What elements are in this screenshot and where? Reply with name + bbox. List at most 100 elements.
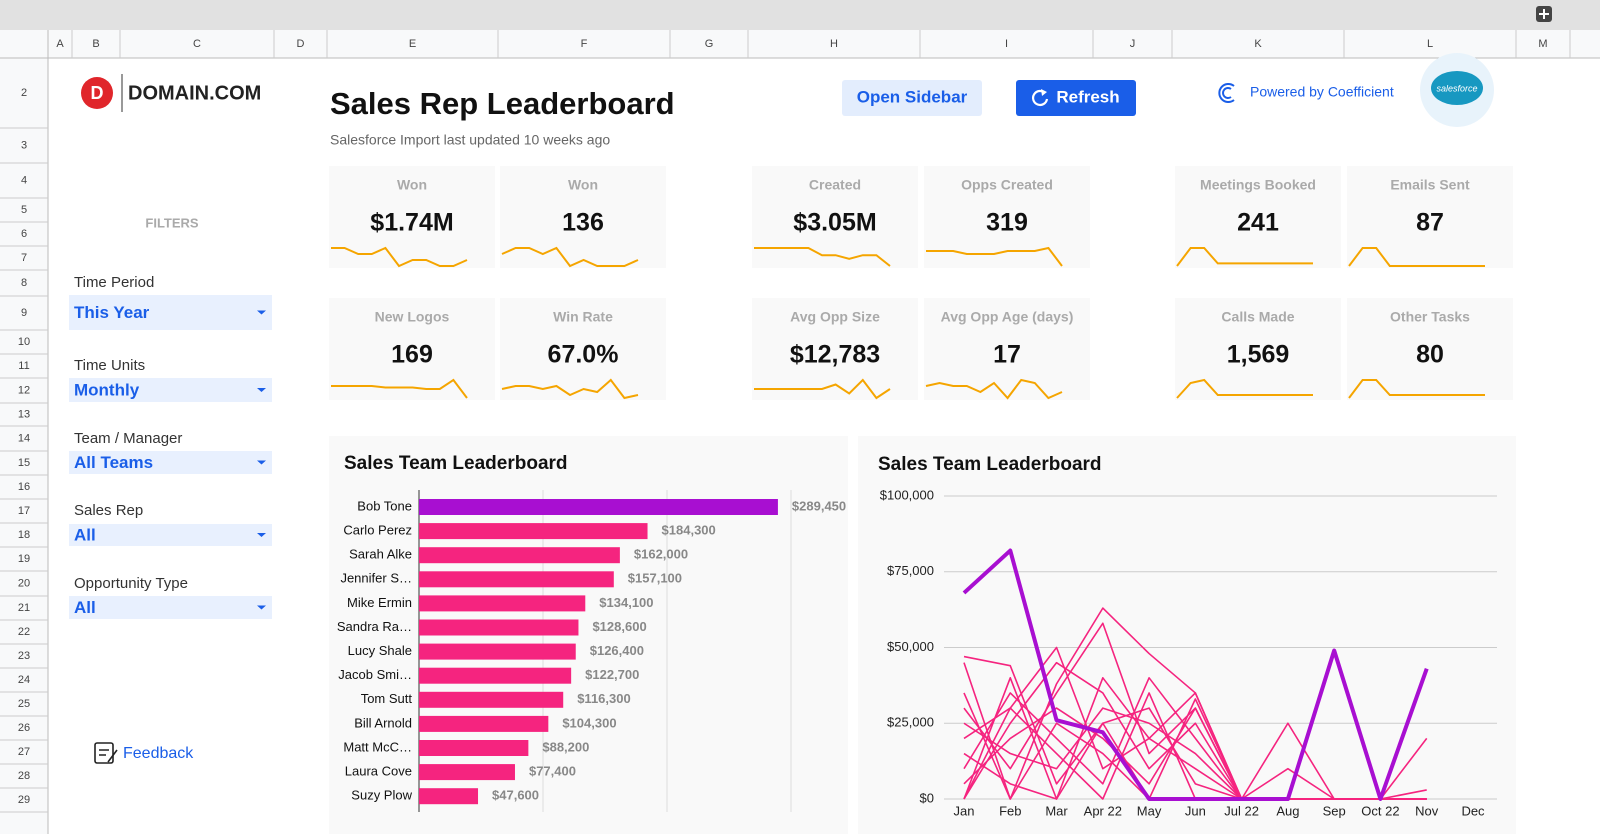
filter-dropdown[interactable]: All	[69, 524, 272, 546]
filter-value: This Year	[74, 303, 150, 322]
filter-dropdown[interactable]: All Teams	[69, 451, 272, 474]
value-label: $134,100	[599, 595, 653, 610]
kpi-value: $12,783	[790, 341, 880, 369]
kpi-value: 87	[1416, 209, 1444, 237]
row-number: 19	[18, 553, 30, 565]
refresh-icon	[1032, 89, 1049, 106]
filter-value: Monthly	[74, 380, 140, 399]
filter-label: Sales Rep	[74, 502, 143, 519]
row-number: 10	[18, 336, 30, 348]
feedback-link[interactable]: Feedback	[94, 742, 194, 764]
x-tick-label: Oct 22	[1361, 803, 1399, 818]
x-tick-label: Sep	[1323, 803, 1346, 818]
coefficient-link[interactable]: Powered by Coefficient	[1218, 83, 1394, 103]
x-tick-label: Jul 22	[1224, 803, 1259, 818]
column-letter: J	[1130, 38, 1136, 50]
category-label: Bill Arnold	[354, 715, 412, 730]
row-number: 27	[18, 746, 30, 758]
row-number: 25	[18, 698, 30, 710]
category-label: Lucy Shale	[348, 643, 412, 658]
value-label: $184,300	[662, 523, 716, 538]
value-label: $116,300	[577, 691, 631, 706]
dropdown-bg	[69, 596, 272, 619]
kpi-label: Other Tasks	[1390, 309, 1470, 325]
y-tick-label: $0	[920, 790, 934, 805]
column-letter: A	[56, 38, 64, 50]
coefficient-icon	[1218, 83, 1235, 103]
sparkline	[1176, 247, 1313, 267]
filter-label: Time Units	[74, 357, 145, 374]
value-label: $77,400	[529, 764, 576, 779]
kpi-label: Calls Made	[1221, 309, 1294, 325]
kpi-label: Won	[568, 177, 598, 193]
row-number: 6	[21, 228, 27, 240]
y-tick-label: $100,000	[880, 487, 934, 502]
dropdown-bg	[69, 295, 272, 330]
column-letter: L	[1427, 38, 1433, 50]
kpi-label: Avg Opp Size	[790, 309, 880, 325]
open-sidebar-button[interactable]: Open Sidebar	[842, 80, 982, 116]
dropdown-bg	[69, 524, 272, 546]
kpi-value: $1.74M	[370, 209, 453, 237]
filter-value: All	[74, 598, 96, 617]
kpi-label: Created	[809, 177, 861, 193]
category-label: Suzy Plow	[351, 788, 412, 803]
filter-label: Team / Manager	[74, 430, 182, 447]
bar	[419, 715, 549, 732]
bar	[419, 499, 778, 515]
kpi-label: Meetings Booked	[1200, 177, 1316, 193]
column-letter: K	[1254, 38, 1262, 50]
x-tick-label: Mar	[1045, 803, 1068, 818]
kpi-value: 17	[993, 341, 1021, 369]
row-number: 14	[18, 432, 30, 444]
filter-dropdown[interactable]: This Year	[69, 295, 272, 330]
salesforce-label: salesforce	[1436, 83, 1477, 93]
row-number: 17	[18, 505, 30, 517]
filter-value: All Teams	[74, 453, 153, 472]
filter-dropdown[interactable]: All	[69, 596, 272, 619]
filter-dropdown[interactable]: Monthly	[69, 378, 272, 402]
bar	[419, 571, 614, 588]
kpi-card	[500, 166, 666, 268]
page-title: Sales Rep Leaderboard	[330, 86, 675, 121]
brand: DOMAIN.COM	[128, 82, 261, 104]
category-label: Laura Cove	[345, 764, 412, 779]
sparkline	[1348, 247, 1485, 267]
y-tick-label: $25,000	[887, 715, 934, 730]
kpi-card	[1175, 166, 1341, 268]
feedback-icon	[99, 749, 118, 763]
dropdown-bg	[69, 451, 272, 474]
bar	[419, 788, 479, 805]
bar	[419, 691, 564, 708]
bar	[419, 764, 515, 781]
value-label: $289,450	[792, 498, 846, 513]
x-tick-label: Nov	[1415, 803, 1439, 818]
value-label: $126,400	[590, 643, 644, 658]
filter-label: Time Period	[74, 274, 154, 291]
filter-label: Opportunity Type	[74, 575, 188, 592]
bar	[419, 667, 572, 684]
row-number: 21	[18, 602, 30, 614]
bar	[419, 619, 579, 636]
line-series	[963, 677, 1427, 800]
category-label: Jennifer S…	[340, 571, 412, 586]
toolbar	[0, 0, 1600, 30]
kpi-card	[924, 298, 1090, 400]
x-tick-label: Dec	[1461, 803, 1485, 818]
dropdown-arrow	[257, 310, 266, 315]
kpi-label: Opps Created	[961, 177, 1053, 193]
value-label: $88,200	[542, 739, 589, 754]
powered-by: Powered by Coefficient	[1250, 84, 1394, 100]
button-bg	[842, 80, 982, 116]
row-number: 15	[18, 457, 30, 469]
bar	[419, 740, 529, 756]
x-tick-label: Jan	[954, 803, 975, 818]
line-series	[962, 548, 1429, 801]
category-label: Mike Ermin	[347, 595, 412, 610]
column-header	[0, 30, 1600, 58]
refresh-button[interactable]: Refresh	[1016, 80, 1136, 116]
bar	[419, 523, 648, 540]
sparkline	[331, 378, 468, 399]
row-number: 26	[18, 722, 30, 734]
